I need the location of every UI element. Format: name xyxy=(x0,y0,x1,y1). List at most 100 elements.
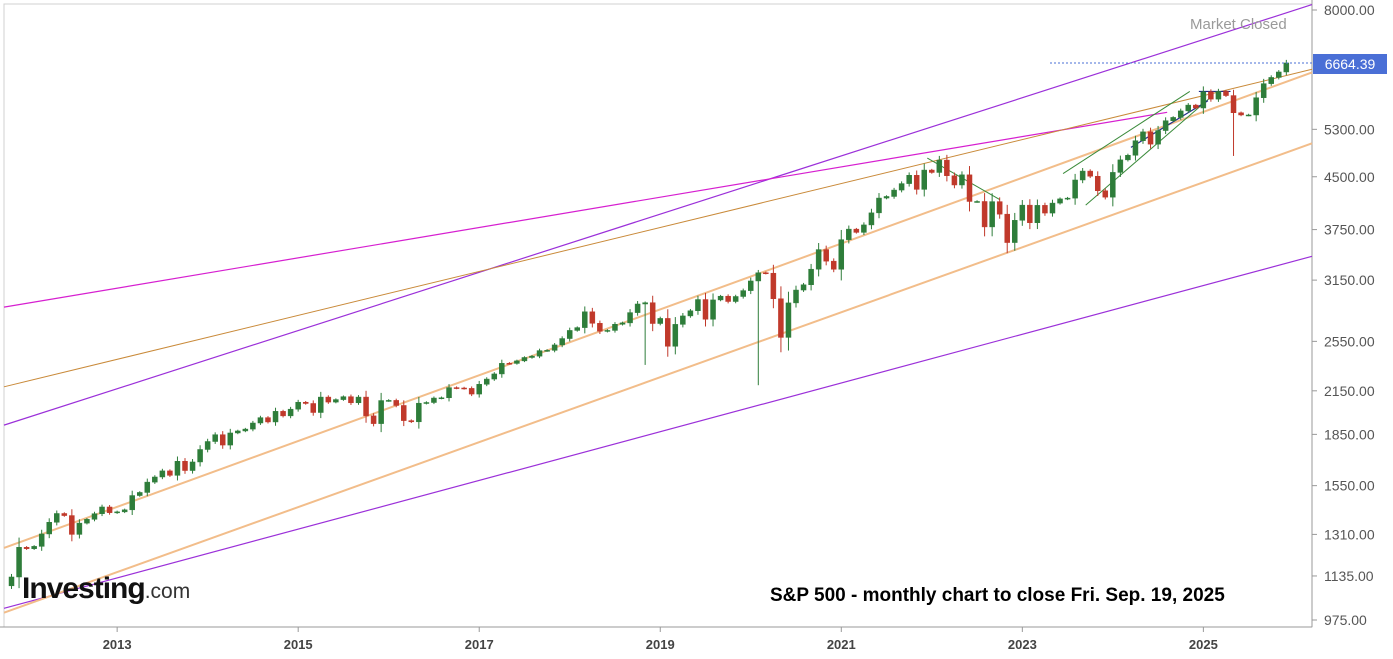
candle-body xyxy=(333,399,339,403)
candle-body xyxy=(1087,170,1093,177)
candle-body xyxy=(1042,205,1048,214)
candle-body xyxy=(1125,155,1131,161)
candle-body xyxy=(159,470,166,478)
candle-body xyxy=(1162,120,1169,131)
candle-body xyxy=(468,388,475,395)
candle-body xyxy=(1064,197,1071,200)
candle-body xyxy=(1072,179,1078,199)
y-axis-ticks: 8000.00 5300.00 4500.00 3750.00 3150.00 2550.… xyxy=(1312,2,1375,628)
plot-frame xyxy=(3,3,1313,628)
candle-body xyxy=(981,201,988,228)
candle-body xyxy=(1094,175,1101,191)
candle-body xyxy=(717,295,724,301)
x-tick-label: 2019 xyxy=(646,637,675,652)
trendline-1 xyxy=(3,255,1313,609)
candle-body xyxy=(106,506,113,513)
candle-body xyxy=(355,396,362,404)
candle-body xyxy=(604,330,611,332)
candle-body xyxy=(23,547,30,549)
y-tick-label: 1550.00 xyxy=(1324,478,1375,494)
candle-body xyxy=(868,212,875,226)
candle-body xyxy=(401,405,407,421)
candle-body xyxy=(129,495,135,511)
y-tick-label: 4500.00 xyxy=(1324,169,1375,185)
candle-body xyxy=(1238,112,1244,116)
candle-body xyxy=(582,311,588,328)
candle-body xyxy=(1185,104,1192,112)
candle-body xyxy=(16,547,22,578)
candle-body xyxy=(913,175,920,190)
trendline-0 xyxy=(3,4,1313,426)
candle-body xyxy=(680,315,686,325)
x-tick-label: 2021 xyxy=(827,637,856,652)
y-tick-label: 2150.00 xyxy=(1324,383,1375,399)
candle-body xyxy=(929,169,935,173)
candle-body xyxy=(310,403,316,413)
candle-body xyxy=(785,302,792,338)
candle-body xyxy=(574,327,581,331)
candle-body xyxy=(566,330,573,339)
candle-body xyxy=(325,396,332,403)
candle-body xyxy=(242,428,249,432)
candle-body xyxy=(491,373,498,380)
candle-body xyxy=(8,576,15,587)
candle-body xyxy=(483,378,490,385)
candle-body xyxy=(280,411,286,417)
candle-body xyxy=(823,249,829,262)
candle-body xyxy=(348,396,354,404)
candle-body xyxy=(1170,117,1176,121)
candle-body xyxy=(906,175,912,184)
candle-body xyxy=(370,415,377,424)
x-tick-label: 2017 xyxy=(465,637,494,652)
candle-body xyxy=(1057,198,1063,204)
candle-body xyxy=(770,272,777,299)
candle-body xyxy=(732,296,739,302)
candle-body xyxy=(740,290,746,297)
candle-body xyxy=(363,396,369,417)
candle-body xyxy=(808,268,814,286)
candle-body xyxy=(446,387,452,399)
candle-body xyxy=(989,201,995,228)
candle-body xyxy=(91,513,98,520)
candle-body xyxy=(174,461,181,476)
candle-body xyxy=(748,280,754,291)
candle-body xyxy=(1004,213,1010,243)
last-price-tag: 6664.39 xyxy=(1313,54,1387,74)
candle-body xyxy=(1283,62,1290,73)
trendline-2 xyxy=(3,71,1313,549)
candle-body xyxy=(295,401,301,410)
candle-body xyxy=(966,174,973,202)
candle-body xyxy=(1268,77,1274,84)
candle-body xyxy=(340,396,347,400)
candle-body xyxy=(265,417,271,423)
candle-body xyxy=(1132,140,1139,156)
candle-body xyxy=(408,420,415,423)
candle-body xyxy=(189,461,196,471)
x-axis-ticks: 2013 2015 2017 2019 2021 2023 2025 xyxy=(103,627,1218,652)
candle-body xyxy=(1079,170,1086,181)
candle-body xyxy=(521,357,528,362)
trendline-8 xyxy=(1085,95,1213,206)
candle-body xyxy=(438,397,445,400)
candle-body xyxy=(152,476,158,483)
candle-body xyxy=(944,159,950,176)
candle-body xyxy=(853,228,860,233)
candle-body xyxy=(725,295,731,302)
candle-body xyxy=(167,470,173,476)
trendline-5 xyxy=(3,68,1313,388)
logo-suffix: .com xyxy=(144,580,191,603)
candle-body xyxy=(1110,172,1116,198)
candle-body xyxy=(1193,104,1199,109)
candle-body xyxy=(461,387,467,390)
candle-body xyxy=(416,402,422,423)
candle-body xyxy=(453,387,460,389)
trendline-7 xyxy=(1062,91,1191,174)
candle-body xyxy=(665,318,671,347)
candle-body xyxy=(687,310,694,317)
candle-body xyxy=(1177,110,1184,118)
candle-body xyxy=(46,522,52,535)
candle-body xyxy=(778,298,784,338)
candle-body xyxy=(385,400,392,402)
candle-body xyxy=(393,400,399,406)
